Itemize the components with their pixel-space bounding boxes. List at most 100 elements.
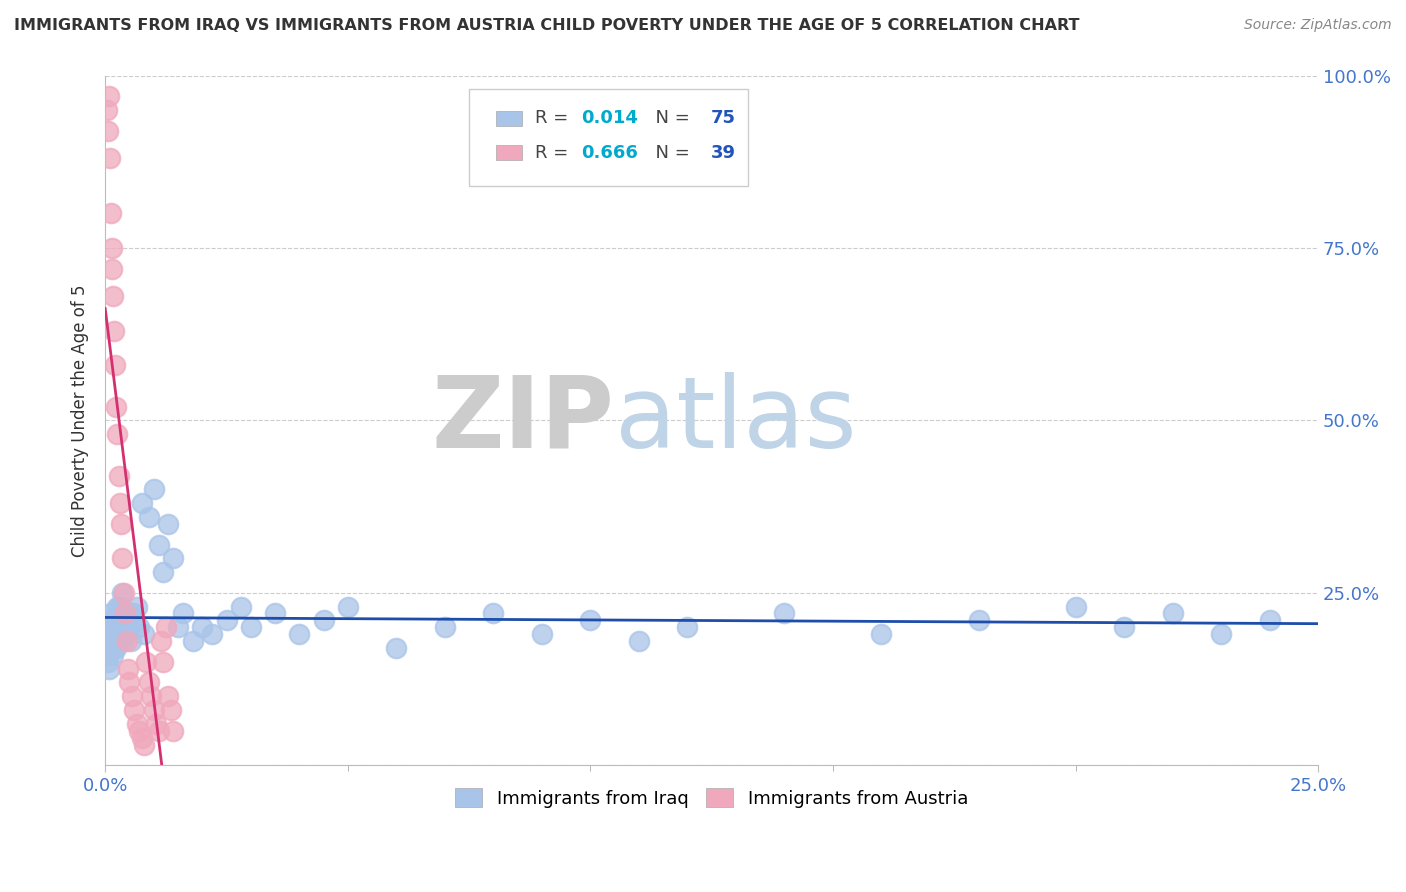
Point (114, 607, 136, 621)
Point (98, 89, 121, 103)
Point (97, 662, 120, 676)
Point (967, 613, 990, 627)
Point (124, 613, 146, 627)
Text: 0.014: 0.014 (581, 110, 637, 128)
Point (128, 723, 150, 738)
Text: ZIP: ZIP (432, 372, 614, 469)
Point (100, 241, 122, 255)
Point (181, 634, 204, 648)
Point (155, 620, 177, 634)
Point (101, 648, 124, 662)
Point (1161, 607, 1184, 621)
FancyBboxPatch shape (470, 89, 748, 186)
Point (1209, 627, 1232, 641)
Point (215, 613, 238, 627)
Point (167, 620, 190, 634)
Point (530, 627, 553, 641)
Point (122, 607, 145, 621)
Point (97, 655, 120, 669)
Point (201, 627, 224, 641)
Bar (496, 145, 523, 161)
Point (121, 690, 143, 704)
Point (229, 599, 252, 614)
Point (385, 640, 408, 655)
Point (104, 640, 127, 655)
Point (773, 607, 796, 621)
Point (101, 640, 124, 655)
Text: N =: N = (644, 110, 695, 128)
Point (111, 551, 134, 566)
Point (103, 640, 125, 655)
Point (870, 627, 893, 641)
Point (132, 738, 155, 752)
Point (105, 599, 128, 614)
Point (98, 634, 121, 648)
Point (98, 634, 121, 648)
Text: 0.666: 0.666 (581, 144, 637, 161)
Point (101, 613, 124, 627)
Point (264, 607, 287, 621)
Point (110, 516, 132, 531)
Text: 75: 75 (710, 110, 735, 128)
Point (98, 613, 121, 627)
Point (132, 627, 155, 641)
Point (152, 655, 174, 669)
Point (111, 586, 134, 600)
Bar (496, 111, 523, 126)
Point (148, 723, 170, 738)
Point (128, 620, 150, 634)
Point (1112, 620, 1135, 634)
Point (125, 599, 148, 614)
Y-axis label: Child Poverty Under the Age of 5: Child Poverty Under the Age of 5 (72, 285, 89, 557)
Point (117, 662, 139, 676)
Point (104, 358, 127, 372)
Point (157, 516, 180, 531)
Point (191, 620, 214, 634)
Point (121, 607, 143, 621)
Point (336, 599, 359, 614)
Point (112, 607, 135, 621)
Point (110, 599, 132, 614)
Point (98, 151, 121, 165)
Point (1064, 599, 1087, 614)
Text: IMMIGRANTS FROM IRAQ VS IMMIGRANTS FROM AUSTRIA CHILD POVERTY UNDER THE AGE OF 5: IMMIGRANTS FROM IRAQ VS IMMIGRANTS FROM … (14, 18, 1080, 33)
Point (159, 703, 181, 717)
Point (433, 620, 456, 634)
Point (138, 675, 160, 690)
Point (157, 690, 180, 704)
Legend: Immigrants from Iraq, Immigrants from Austria: Immigrants from Iraq, Immigrants from Au… (449, 781, 976, 814)
Point (107, 613, 129, 627)
Point (288, 627, 311, 641)
Point (112, 586, 135, 600)
Point (152, 565, 174, 579)
Point (105, 627, 128, 641)
Point (142, 703, 165, 717)
Point (115, 627, 138, 641)
Point (107, 599, 129, 614)
Point (104, 620, 127, 634)
Point (100, 607, 122, 621)
Point (103, 620, 125, 634)
Text: atlas: atlas (614, 372, 856, 469)
Point (124, 703, 146, 717)
Point (141, 690, 163, 704)
Point (627, 634, 650, 648)
Text: 39: 39 (710, 144, 735, 161)
Point (131, 731, 153, 745)
Point (172, 607, 194, 621)
Point (103, 324, 125, 338)
Point (108, 613, 131, 627)
Point (115, 634, 138, 648)
Point (105, 400, 128, 414)
Point (312, 613, 335, 627)
Point (125, 716, 148, 731)
Point (107, 468, 129, 483)
Point (96, 103, 118, 117)
Point (150, 634, 173, 648)
Point (138, 510, 160, 524)
Point (100, 206, 122, 220)
Point (135, 655, 157, 669)
Point (1258, 613, 1281, 627)
Point (111, 634, 134, 648)
Point (131, 496, 153, 510)
